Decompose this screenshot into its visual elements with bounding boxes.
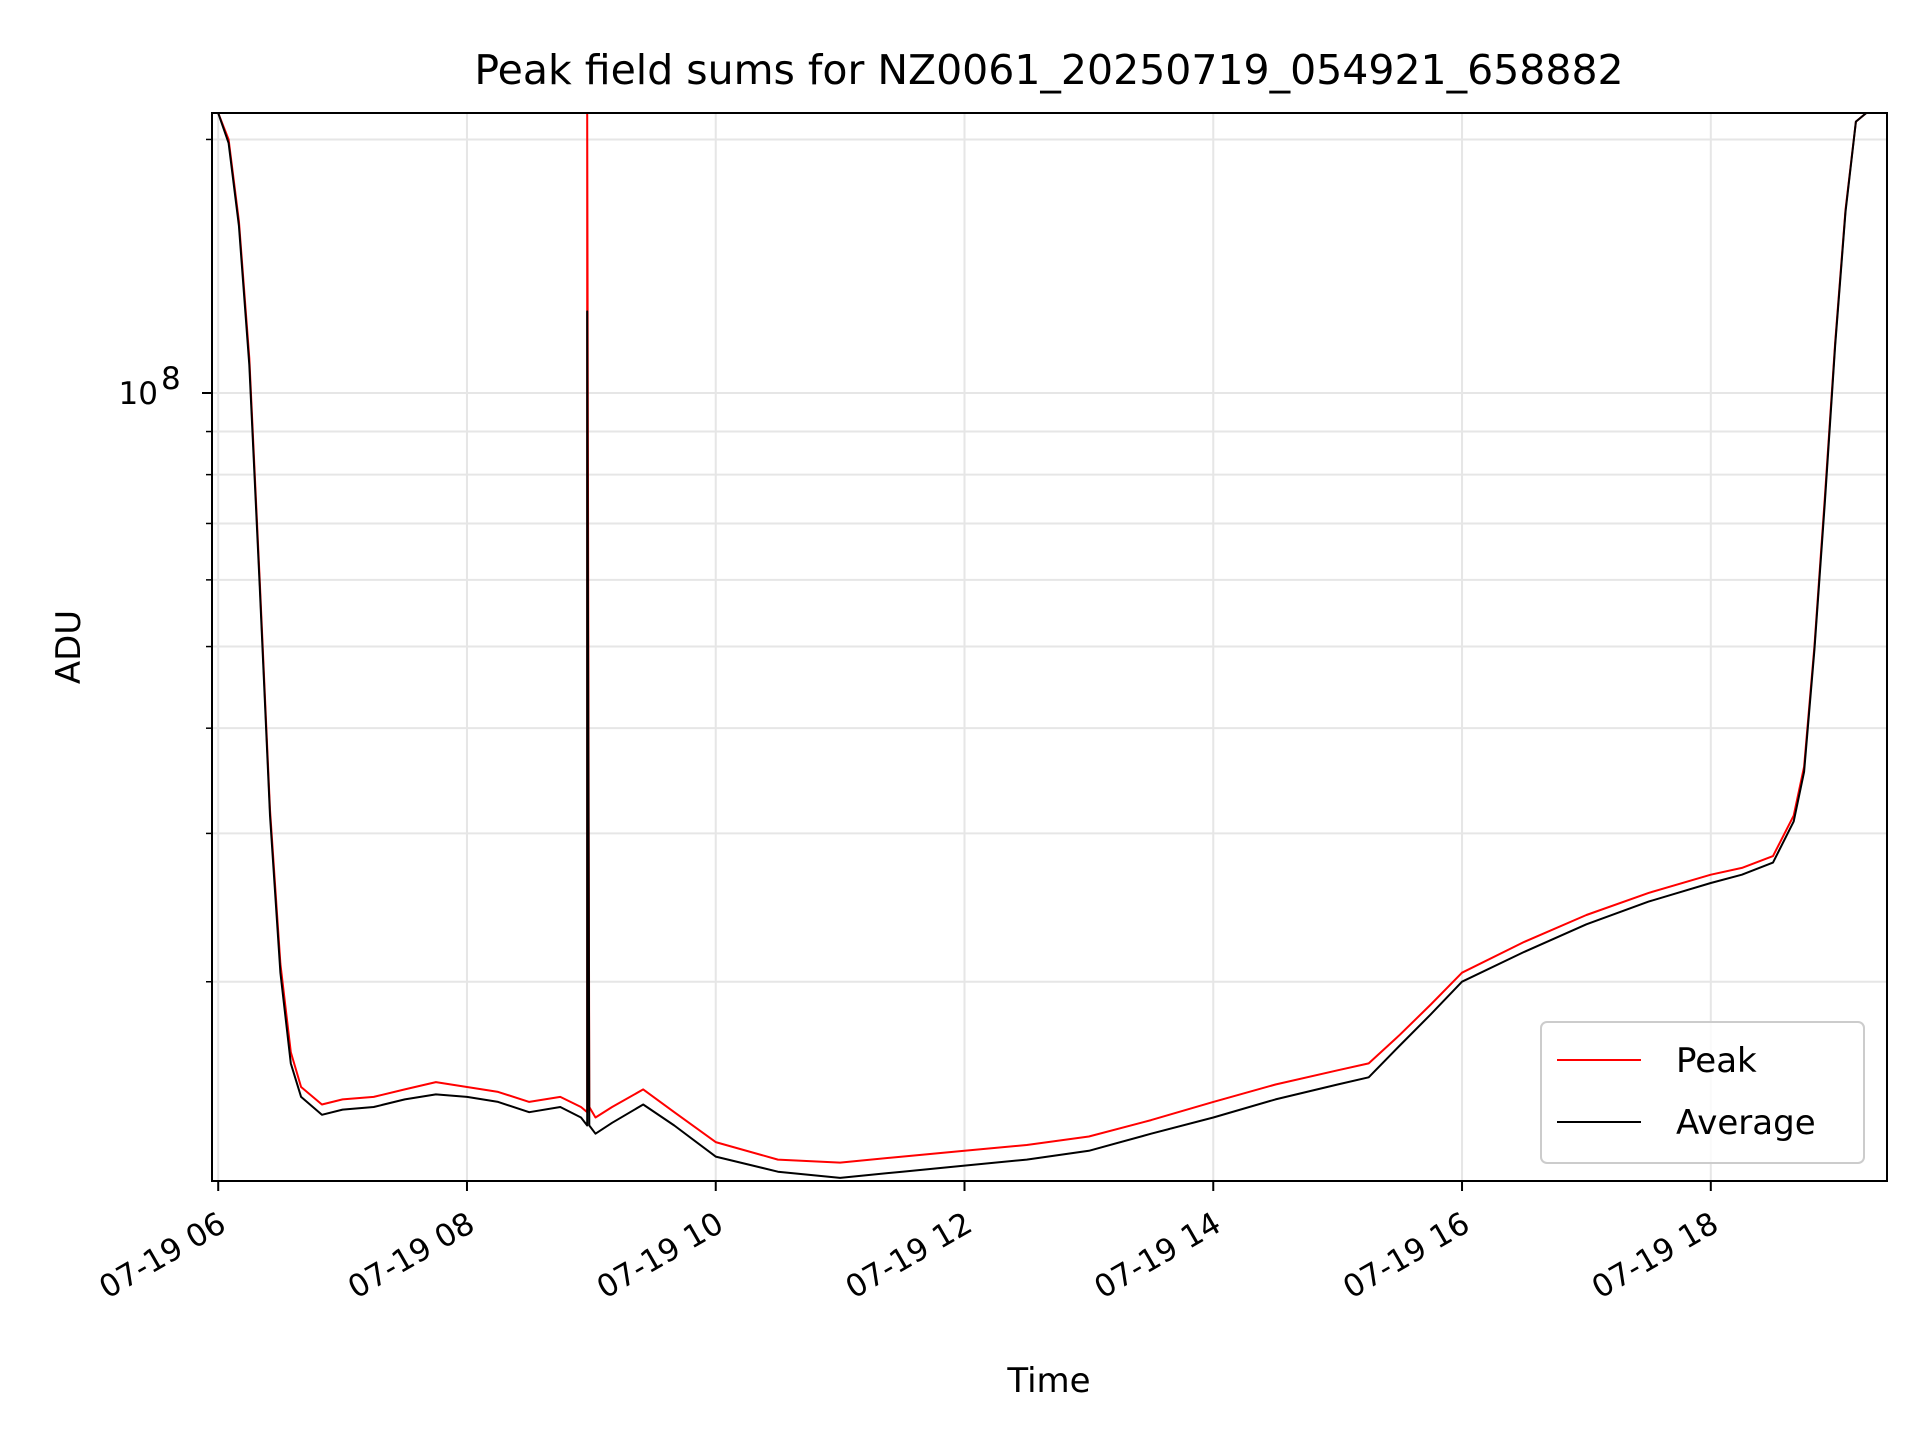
y-tick-label-exponent: 8 (161, 361, 181, 397)
y-axis-label: ADU (49, 610, 89, 684)
legend: Peak Average (1540, 1021, 1865, 1164)
x-axis-label: Time (1006, 1361, 1090, 1401)
legend-box (1540, 1021, 1865, 1164)
chart-title: Peak field sums for NZ0061_20250719_0549… (474, 46, 1623, 94)
grid (212, 113, 1887, 1181)
legend-label-average: Average (1676, 1103, 1816, 1143)
y-tick-label-base: 10 (119, 376, 158, 412)
legend-label-peak: Peak (1676, 1041, 1757, 1081)
series-line-peak (217, 113, 1867, 1164)
series-layer (217, 113, 1867, 1179)
series-line-average (217, 113, 1867, 1179)
